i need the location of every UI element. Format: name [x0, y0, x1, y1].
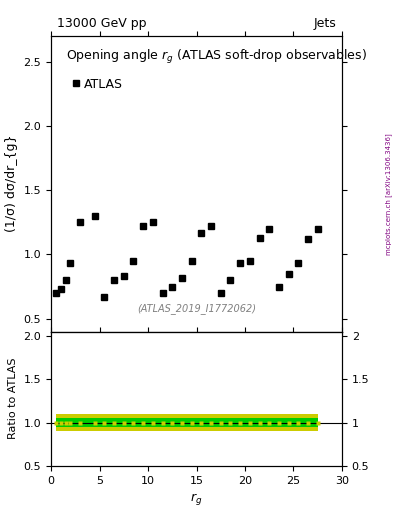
ATLAS: [59, 286, 63, 292]
ATLAS: [189, 258, 194, 264]
ATLAS: [78, 219, 83, 225]
ATLAS: [257, 234, 262, 241]
ATLAS: [102, 294, 107, 300]
ATLAS: [286, 271, 291, 277]
Legend: ATLAS: ATLAS: [72, 78, 123, 91]
ATLAS: [151, 219, 155, 225]
ATLAS: [228, 277, 233, 283]
ATLAS: [248, 258, 252, 264]
ATLAS: [180, 274, 184, 281]
ATLAS: [112, 277, 116, 283]
ATLAS: [68, 260, 73, 266]
ATLAS: [238, 260, 242, 266]
ATLAS: [160, 290, 165, 296]
Text: mcplots.cern.ch [arXiv:1306.3436]: mcplots.cern.ch [arXiv:1306.3436]: [385, 134, 392, 255]
Line: ATLAS: ATLAS: [52, 212, 321, 300]
ATLAS: [296, 260, 301, 266]
Y-axis label: (1/σ) dσ/dr_{g}: (1/σ) dσ/dr_{g}: [5, 135, 18, 232]
Text: Jets: Jets: [313, 17, 336, 30]
ATLAS: [121, 273, 126, 280]
ATLAS: [199, 229, 204, 236]
ATLAS: [306, 236, 310, 242]
ATLAS: [209, 223, 213, 229]
ATLAS: [63, 277, 68, 283]
ATLAS: [53, 290, 58, 296]
ATLAS: [315, 226, 320, 232]
Y-axis label: Ratio to ATLAS: Ratio to ATLAS: [8, 358, 18, 439]
Text: (ATLAS_2019_I1772062): (ATLAS_2019_I1772062): [137, 303, 256, 314]
X-axis label: $r_g$: $r_g$: [190, 491, 203, 507]
ATLAS: [277, 284, 281, 290]
ATLAS: [170, 284, 174, 290]
ATLAS: [131, 258, 136, 264]
Text: 13000 GeV pp: 13000 GeV pp: [57, 17, 147, 30]
Text: Opening angle $r_g$ (ATLAS soft-drop observables): Opening angle $r_g$ (ATLAS soft-drop obs…: [66, 48, 367, 66]
ATLAS: [267, 226, 272, 232]
ATLAS: [92, 213, 97, 219]
ATLAS: [141, 223, 145, 229]
ATLAS: [219, 290, 223, 296]
